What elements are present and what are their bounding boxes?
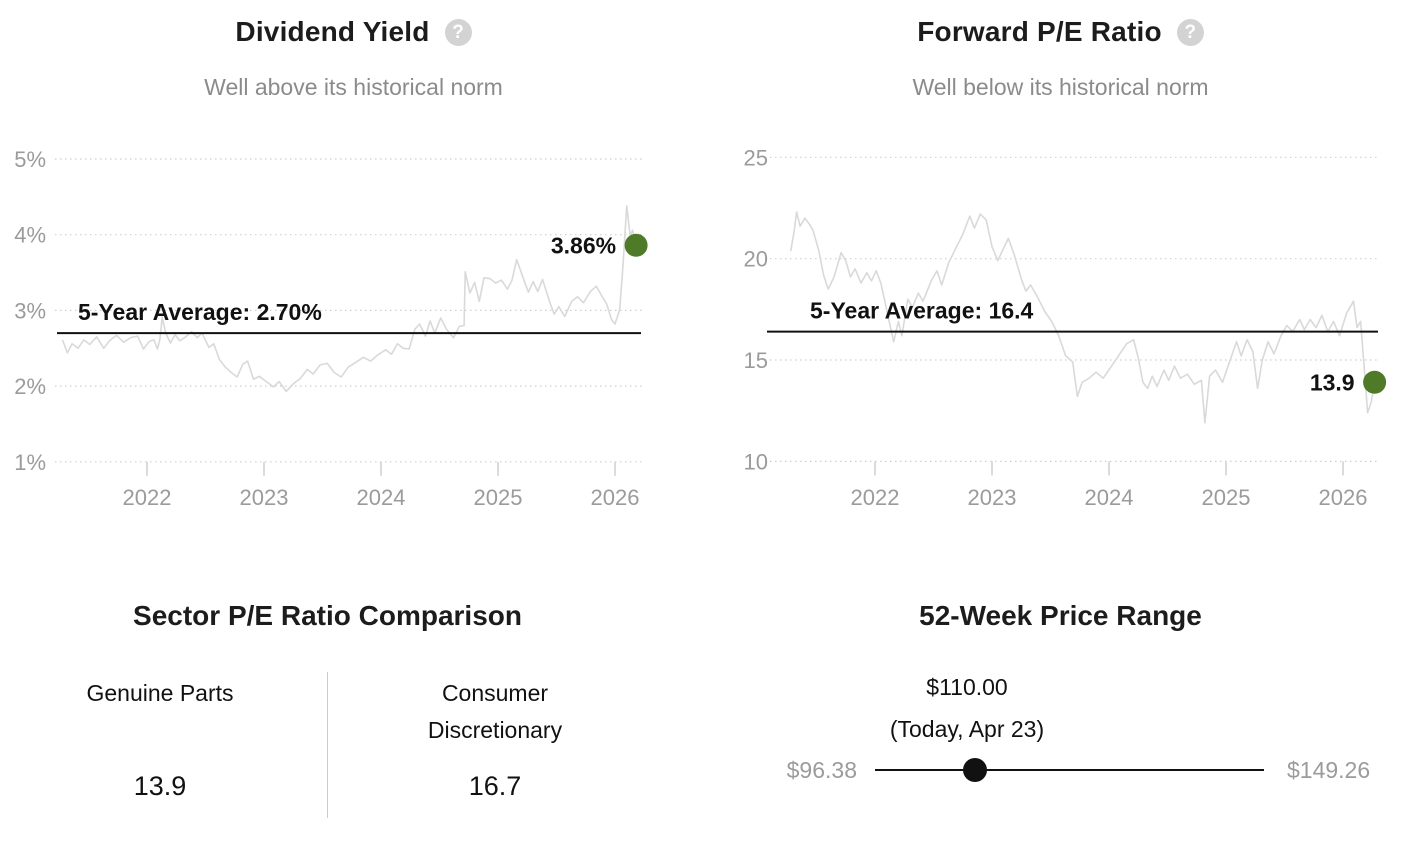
x-axis-label: 2023 [968, 485, 1017, 510]
x-axis-label: 2024 [1085, 485, 1134, 510]
average-label: 5-Year Average: 16.4 [810, 298, 1034, 324]
x-axis-label: 2022 [123, 485, 172, 510]
forward-pe-section: Forward P/E Ratio ? Well below its histo… [707, 0, 1414, 545]
y-axis-label: 25 [744, 145, 768, 170]
dividend-yield-title: Dividend Yield [235, 16, 430, 47]
vertical-divider [327, 672, 328, 818]
x-axis-label: 2026 [591, 485, 640, 510]
sector-pe-value: 16.7 [468, 771, 522, 801]
price-range-title: 52-Week Price Range [919, 600, 1202, 631]
help-icon[interactable]: ? [1176, 18, 1204, 46]
y-axis-label: 20 [744, 247, 768, 272]
average-label: 5-Year Average: 2.70% [78, 299, 322, 325]
current-value-label: 3.86% [551, 232, 616, 258]
high-price-label: $149.26 [1287, 757, 1371, 783]
dividend-yield-chart: 5% 4% 3% 2% 1% 2022 2023 2024 2025 2026 5-Year Ave… [14, 147, 648, 510]
x-axis-label: 2025 [474, 485, 523, 510]
sector-name-label: Consumer Discretionary [427, 680, 563, 743]
y-axis-label: 15 [744, 348, 768, 373]
help-icon[interactable]: ? [444, 18, 472, 46]
price-range-track [875, 769, 1264, 771]
y-axis-label: 3% [14, 298, 46, 323]
dividend-yield-header: Dividend Yield ? [0, 16, 707, 48]
current-price-label: $110.00 [926, 674, 1008, 700]
y-axis-label: 2% [14, 374, 46, 399]
sector-pe-comparison-title: Sector P/E Ratio Comparison [133, 600, 522, 631]
y-axis-label: 4% [14, 223, 46, 248]
x-axis-label: 2022 [851, 485, 900, 510]
dividend-yield-subtitle: Well above its historical norm [204, 74, 503, 100]
y-axis-label: 1% [14, 450, 46, 475]
x-axis-label: 2024 [357, 485, 406, 510]
y-axis-label: 10 [744, 449, 768, 474]
sector-column-company: Genuine Parts 13.9 [45, 675, 275, 802]
price-indicator-dot [963, 758, 988, 782]
current-value-dot [1363, 370, 1387, 394]
series-line [61, 205, 637, 393]
current-price-date: (Today, Apr 23) [889, 716, 1045, 742]
company-name-label: Genuine Parts [86, 680, 234, 706]
dividend-yield-section: Dividend Yield ? Well above its historic… [0, 0, 707, 545]
forward-pe-subtitle: Well below its historical norm [912, 74, 1209, 100]
low-price-label: $96.38 [786, 757, 857, 783]
price-range-panel: 52-Week Price Range $110.00 (Today, Apr … [707, 570, 1414, 868]
forward-pe-title: Forward P/E Ratio [917, 16, 1162, 47]
sector-column-sector: Consumer Discretionary 16.7 [380, 675, 610, 802]
x-axis-label: 2023 [240, 485, 289, 510]
x-axis-label: 2025 [1202, 485, 1251, 510]
current-value-dot [624, 233, 648, 257]
forward-pe-chart: 25 20 15 10 2022 2023 2024 2025 2026 5-Year Avera… [744, 145, 1387, 510]
y-axis-label: 5% [14, 147, 46, 172]
company-pe-value: 13.9 [133, 771, 187, 801]
x-axis-label: 2026 [1319, 485, 1368, 510]
sector-pe-comparison-panel: Sector P/E Ratio Comparison Genuine Part… [0, 570, 655, 868]
current-value-label: 13.9 [1310, 369, 1355, 395]
forward-pe-header: Forward P/E Ratio ? [707, 16, 1414, 48]
